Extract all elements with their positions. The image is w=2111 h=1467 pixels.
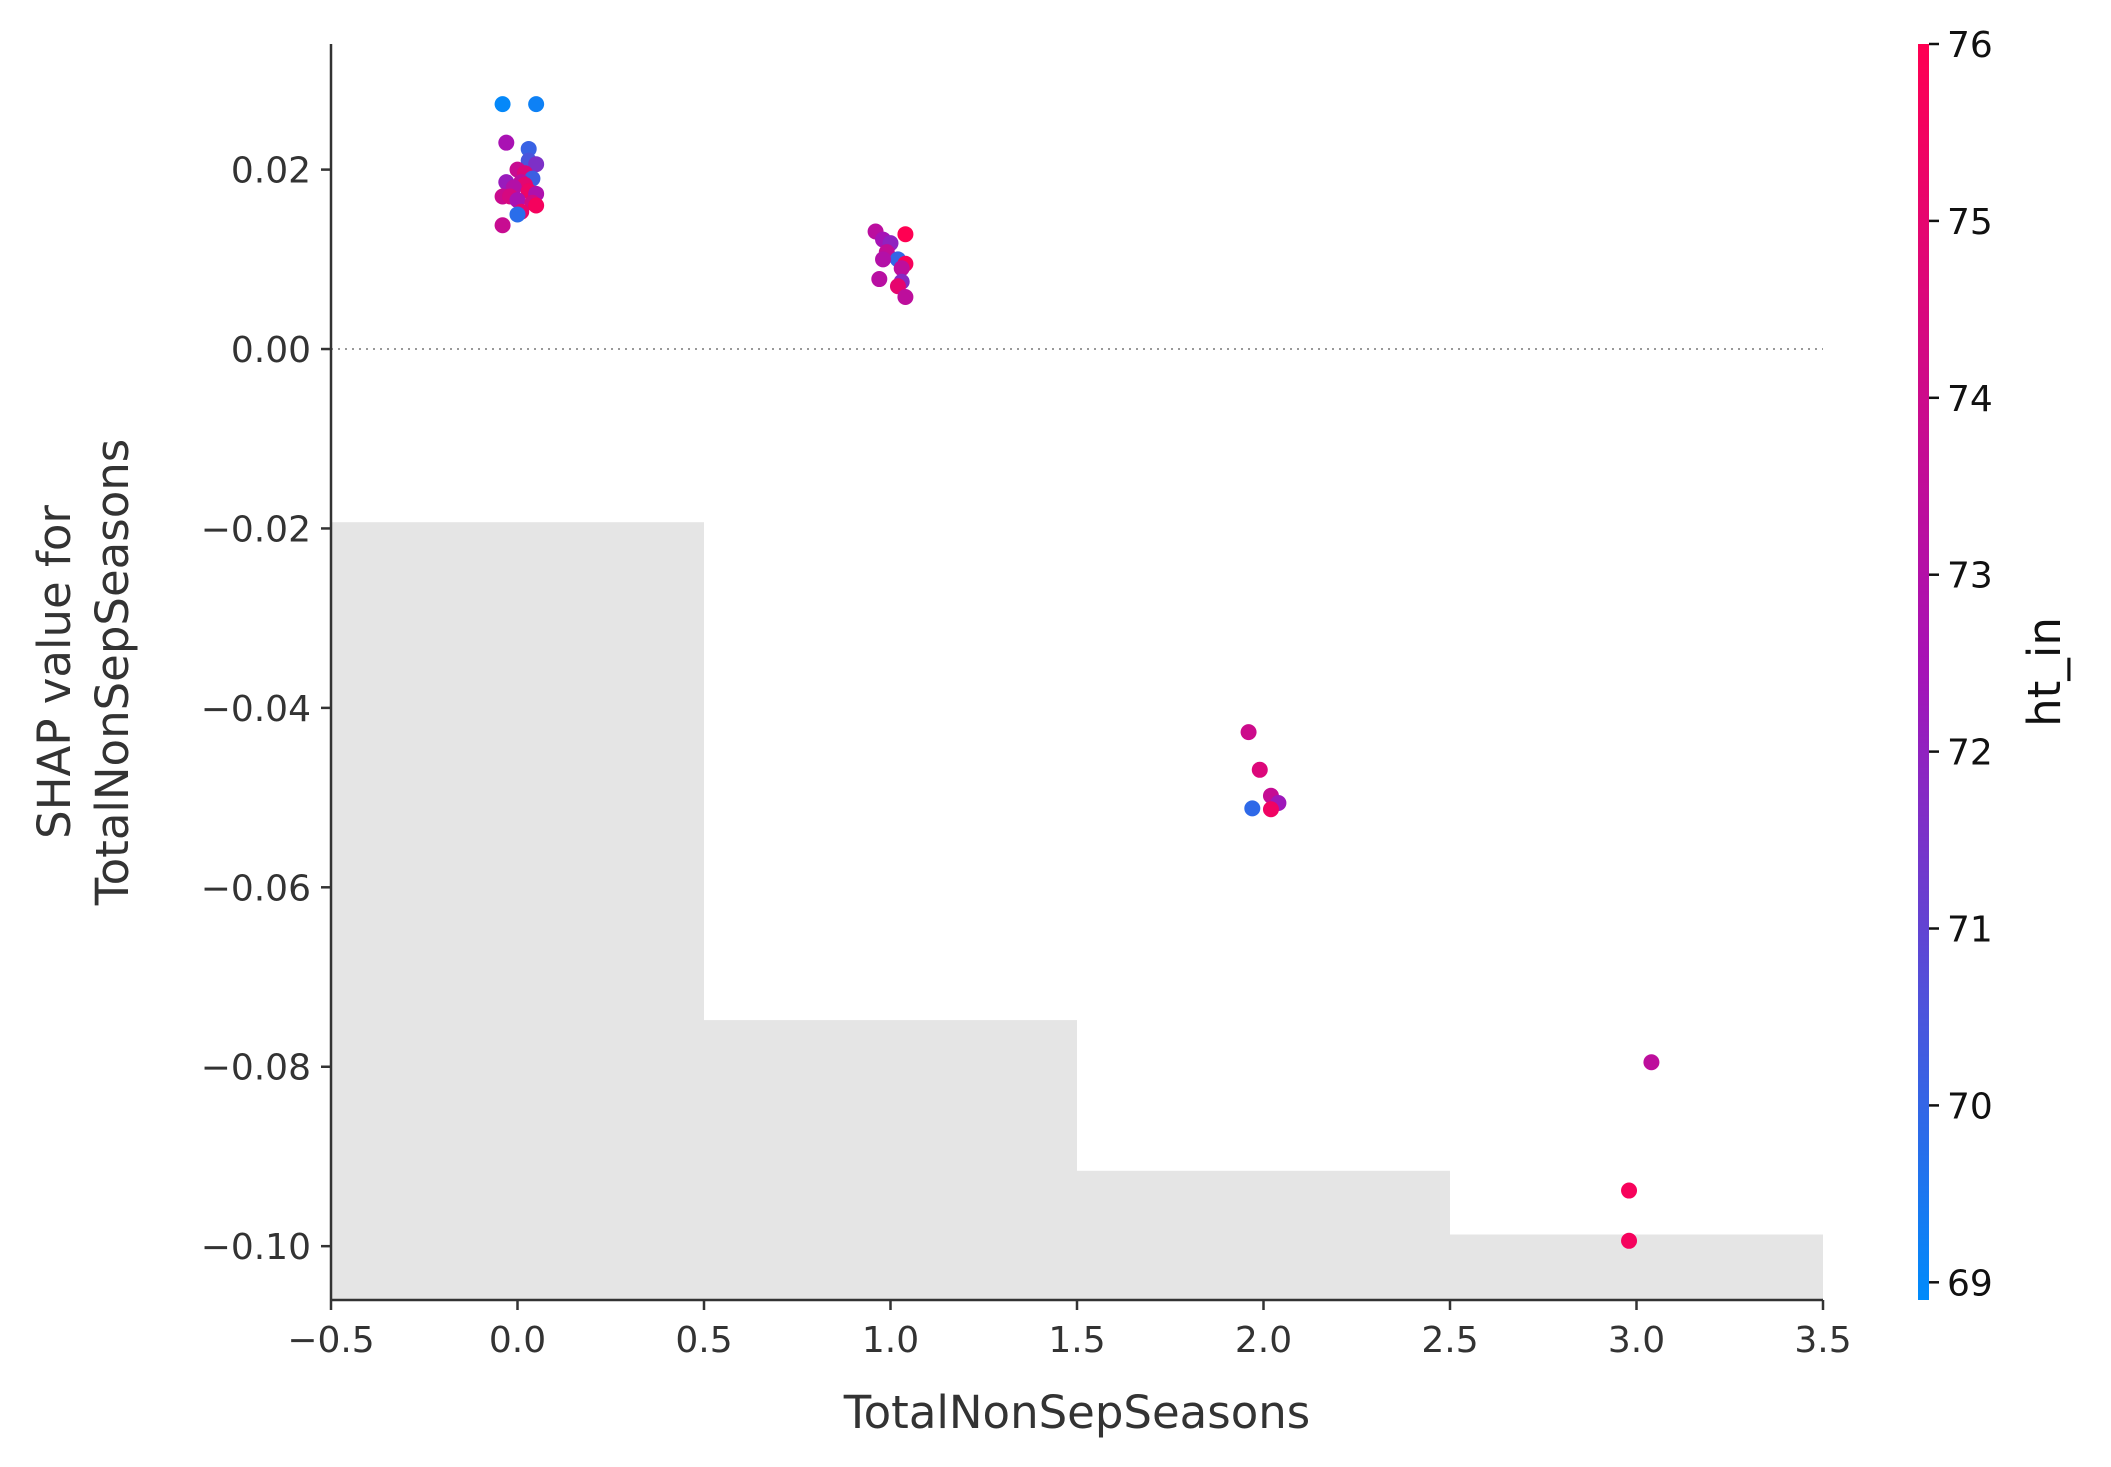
histogram-bar-2 <box>1077 1170 1450 1300</box>
y-tick-label: −0.04 <box>201 689 311 730</box>
x-axis-title: TotalNonSepSeasons <box>843 1386 1310 1439</box>
scatter-point <box>897 226 914 243</box>
colorbar-tick-label: 76 <box>1947 25 1993 66</box>
colorbar-tick-label: 73 <box>1947 556 1993 597</box>
y-axis-title-line-2: TotalNonSepSeasons <box>86 439 139 906</box>
x-tick-label: 1.0 <box>862 1320 919 1361</box>
y-tick-label: −0.02 <box>201 509 311 550</box>
scatter-point <box>509 206 526 223</box>
x-tick-label: 3.5 <box>1794 1320 1851 1361</box>
y-tick-label: 0.02 <box>231 151 311 192</box>
x-tick-label: 2.5 <box>1421 1320 1478 1361</box>
colorbar-tick-label: 72 <box>1947 733 1993 774</box>
y-tick-label: 0.00 <box>231 330 311 371</box>
colorbar-tick-label: 70 <box>1947 1086 1993 1127</box>
x-tick-label: 0.0 <box>489 1320 546 1361</box>
x-tick-label: 2.0 <box>1235 1320 1292 1361</box>
y-tick-label: −0.08 <box>201 1048 311 1089</box>
scatter-point <box>1240 724 1257 741</box>
scatter-point <box>494 217 511 234</box>
x-axis-ticks: −0.5 0.0 0.5 1.0 1.5 2.0 2.5 3.0 3.5 <box>287 1300 1852 1361</box>
scatter-point <box>1244 800 1261 817</box>
scatter-point <box>1621 1232 1638 1249</box>
histogram-bar-3 <box>1450 1234 1823 1300</box>
colorbar-tick-label: 71 <box>1947 910 1993 951</box>
x-tick-label: 0.5 <box>675 1320 732 1361</box>
colorbar-title: ht_in <box>2018 617 2071 727</box>
scatter-point <box>871 271 888 288</box>
colorbar-ticks: 69 70 71 72 73 74 75 76 <box>1929 25 1993 1304</box>
histogram-bar-0 <box>331 522 704 1300</box>
scatter-point <box>1251 761 1268 778</box>
scatter-point <box>875 251 892 268</box>
scatter-point <box>893 260 910 277</box>
colorbar-tick-label: 69 <box>1947 1263 1993 1304</box>
colorbar-tick-label: 74 <box>1947 379 1993 420</box>
y-axis-ticks: 0.02 0.00 −0.02 −0.04 −0.06 −0.08 −0.10 <box>201 151 331 1268</box>
x-tick-label: 3.0 <box>1608 1320 1665 1361</box>
scatter-point <box>1643 1054 1660 1071</box>
scatter-point <box>528 96 545 113</box>
x-tick-label: −0.5 <box>287 1320 374 1361</box>
colorbar-tick-label: 75 <box>1947 202 1993 243</box>
y-tick-label: −0.10 <box>201 1227 311 1268</box>
scatter-point <box>520 140 537 157</box>
x-tick-label: 1.5 <box>1048 1320 1105 1361</box>
scatter-point <box>528 197 545 214</box>
scatter-point <box>494 96 511 113</box>
y-tick-label: −0.06 <box>201 868 311 909</box>
scatter-point <box>498 134 515 151</box>
scatter-point <box>1262 801 1279 818</box>
scatter-point <box>897 288 914 305</box>
y-axis-title-line-1: SHAP value for <box>28 505 81 839</box>
scatter-points <box>494 96 1660 1249</box>
histogram-bars <box>331 522 1823 1300</box>
y-axis-title: SHAP value for TotalNonSepSeasons <box>28 439 139 906</box>
colorbar-gradient <box>1918 44 1929 1300</box>
colorbar: 69 70 71 72 73 74 75 76 ht_in <box>1918 25 2071 1304</box>
scatter-point <box>528 156 545 173</box>
scatter-point <box>1621 1182 1638 1199</box>
histogram-bar-1 <box>704 1020 1077 1300</box>
